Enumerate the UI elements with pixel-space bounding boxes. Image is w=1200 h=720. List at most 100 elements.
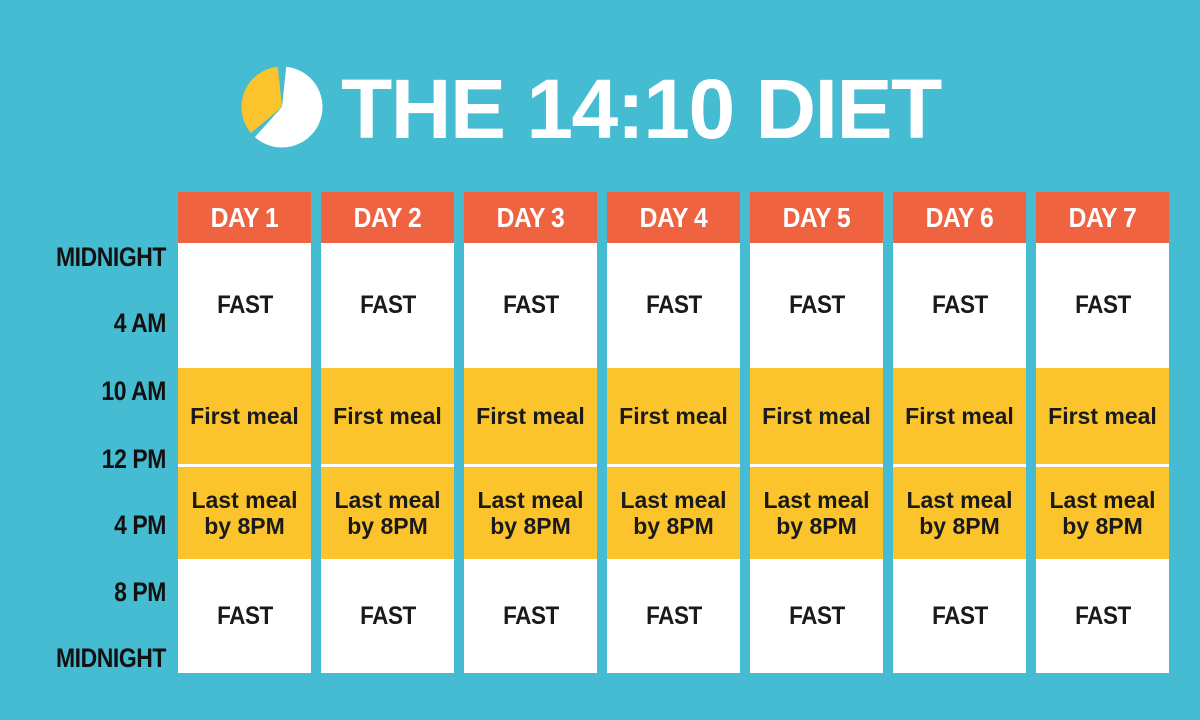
day-column-3: DAY 3 FAST First meal Last meal by 8PM F…	[464, 192, 597, 673]
time-label-4pm: 4 PM	[114, 510, 166, 540]
pie-clock-logo-icon	[241, 66, 323, 148]
first-meal-cell: First meal	[893, 368, 1026, 464]
first-meal-cell: First meal	[1036, 368, 1169, 464]
fast-cell-am: FAST	[750, 243, 883, 368]
fast-label: FAST	[788, 291, 845, 319]
first-meal-cell: First meal	[464, 368, 597, 464]
last-meal-label: Last meal by 8PM	[1049, 487, 1155, 539]
fast-cell-am: FAST	[321, 243, 454, 368]
last-meal-cell: Last meal by 8PM	[464, 467, 597, 559]
last-meal-label-line1: Last meal	[477, 487, 584, 513]
last-meal-label: Last meal by 8PM	[191, 487, 297, 539]
first-meal-label: First meal	[333, 403, 442, 429]
day-header: DAY 5	[750, 192, 883, 243]
day-header: DAY 6	[893, 192, 1026, 243]
noon-divider-segment	[464, 464, 597, 467]
fast-label: FAST	[502, 291, 559, 319]
last-meal-label-line2: by 8PM	[347, 513, 428, 539]
day-column-2: DAY 2 FAST First meal Last meal by 8PM F…	[321, 192, 454, 673]
fast-label: FAST	[502, 601, 559, 630]
fast-label: FAST	[645, 291, 702, 319]
first-meal-label: First meal	[1048, 403, 1157, 429]
time-label-4am: 4 AM	[113, 308, 167, 338]
day-column-5: DAY 5 FAST First meal Last meal by 8PM F…	[750, 192, 883, 673]
first-meal-label: First meal	[762, 403, 871, 429]
day-header-label: DAY 6	[925, 201, 994, 233]
day-header: DAY 4	[607, 192, 740, 243]
noon-divider-segment	[893, 464, 1026, 467]
day-header-label: DAY 2	[353, 201, 422, 233]
time-label-midnight-top: MIDNIGHT	[55, 242, 166, 272]
last-meal-label-line1: Last meal	[620, 487, 727, 513]
last-meal-label-line2: by 8PM	[776, 513, 857, 539]
noon-divider-segment	[607, 464, 740, 467]
time-label-10am: 10 AM	[101, 376, 166, 406]
last-meal-label: Last meal by 8PM	[477, 487, 583, 539]
fast-cell-am: FAST	[1036, 243, 1169, 368]
first-meal-cell: First meal	[321, 368, 454, 464]
last-meal-label-line1: Last meal	[906, 487, 1013, 513]
last-meal-label: Last meal by 8PM	[763, 487, 869, 539]
time-label-8pm: 8 PM	[114, 577, 166, 607]
fast-cell-am: FAST	[607, 243, 740, 368]
schedule-grid: DAY 1 FAST First meal Last meal by 8PM F…	[178, 192, 1169, 673]
last-meal-label-line1: Last meal	[763, 487, 870, 513]
day-header: DAY 1	[178, 192, 311, 243]
last-meal-cell: Last meal by 8PM	[178, 467, 311, 559]
fast-cell-am: FAST	[178, 243, 311, 368]
time-label-12pm: 12 PM	[101, 444, 167, 474]
time-label-midnight-bottom: MIDNIGHT	[55, 643, 166, 673]
day-header: DAY 2	[321, 192, 454, 243]
fast-cell-am: FAST	[464, 243, 597, 368]
day-header-label: DAY 5	[782, 201, 851, 233]
pie-slice-white	[254, 66, 323, 148]
last-meal-label-line2: by 8PM	[919, 513, 1000, 539]
first-meal-cell: First meal	[607, 368, 740, 464]
first-meal-cell: First meal	[750, 368, 883, 464]
fast-label: FAST	[788, 601, 845, 630]
last-meal-label-line1: Last meal	[191, 487, 298, 513]
fast-label: FAST	[1074, 601, 1131, 630]
first-meal-label: First meal	[190, 403, 299, 429]
fast-cell-am: FAST	[893, 243, 1026, 368]
fast-cell-pm: FAST	[464, 559, 597, 673]
fast-cell-pm: FAST	[1036, 559, 1169, 673]
noon-divider-segment	[1036, 464, 1169, 467]
fast-label: FAST	[359, 291, 416, 319]
first-meal-label: First meal	[905, 403, 1014, 429]
first-meal-label: First meal	[619, 403, 728, 429]
fast-label: FAST	[645, 601, 702, 630]
day-header-label: DAY 3	[496, 201, 565, 233]
last-meal-cell: Last meal by 8PM	[607, 467, 740, 559]
fast-label: FAST	[216, 291, 273, 319]
day-header-label: DAY 4	[639, 201, 708, 233]
fast-cell-pm: FAST	[893, 559, 1026, 673]
day-column-1: DAY 1 FAST First meal Last meal by 8PM F…	[178, 192, 311, 673]
last-meal-label: Last meal by 8PM	[906, 487, 1012, 539]
last-meal-label-line1: Last meal	[334, 487, 441, 513]
fast-label: FAST	[931, 291, 988, 319]
first-meal-cell: First meal	[178, 368, 311, 464]
fast-cell-pm: FAST	[178, 559, 311, 673]
noon-divider-segment	[321, 464, 454, 467]
last-meal-cell: Last meal by 8PM	[750, 467, 883, 559]
last-meal-label-line2: by 8PM	[204, 513, 285, 539]
day-column-7: DAY 7 FAST First meal Last meal by 8PM F…	[1036, 192, 1169, 673]
last-meal-label: Last meal by 8PM	[620, 487, 726, 539]
last-meal-label-line2: by 8PM	[633, 513, 714, 539]
day-header: DAY 7	[1036, 192, 1169, 243]
fast-label: FAST	[359, 601, 416, 630]
page-title: THE 14:10 DIET	[341, 62, 942, 156]
fast-cell-pm: FAST	[321, 559, 454, 673]
fast-label: FAST	[216, 601, 273, 630]
last-meal-label-line1: Last meal	[1049, 487, 1156, 513]
noon-divider-segment	[178, 464, 311, 467]
fast-cell-pm: FAST	[607, 559, 740, 673]
last-meal-label: Last meal by 8PM	[334, 487, 440, 539]
last-meal-cell: Last meal by 8PM	[321, 467, 454, 559]
last-meal-cell: Last meal by 8PM	[893, 467, 1026, 559]
fast-cell-pm: FAST	[750, 559, 883, 673]
day-header: DAY 3	[464, 192, 597, 243]
fast-label: FAST	[931, 601, 988, 630]
